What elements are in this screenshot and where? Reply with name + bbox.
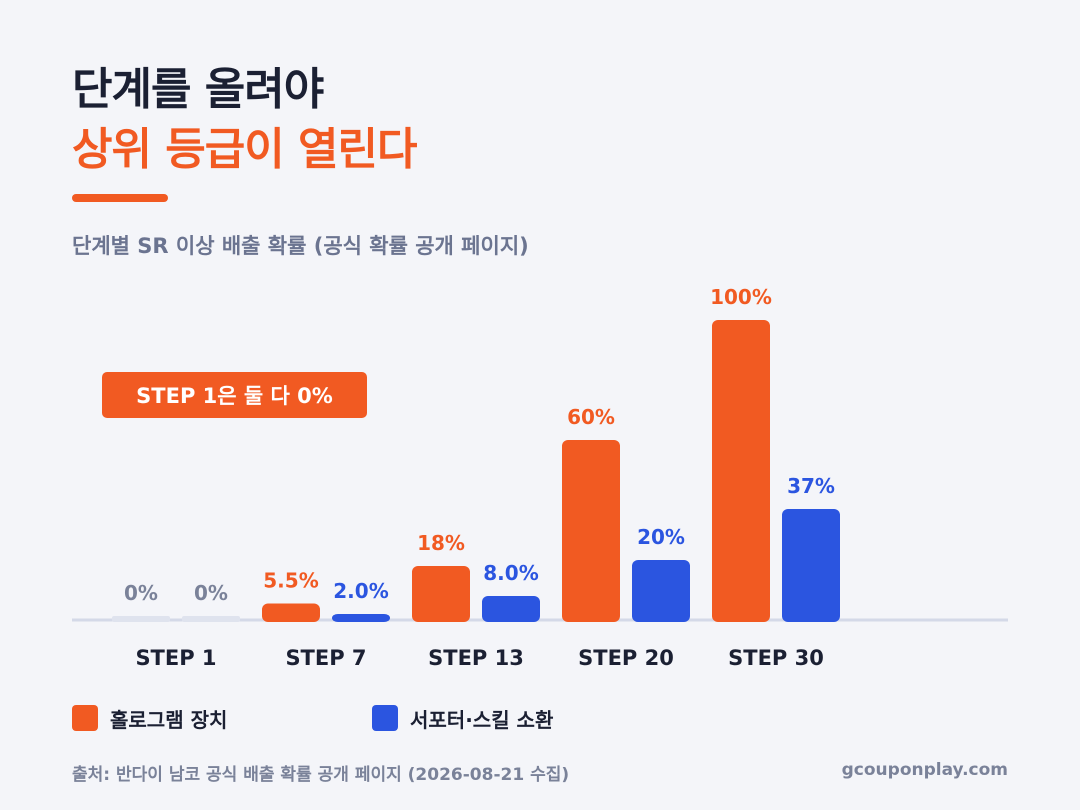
data-label-series-b-3: 8.0% [483, 561, 538, 585]
x-tick-label-1: STEP 1 [135, 646, 216, 670]
bar-series-a-1 [112, 616, 170, 622]
bar-series-a-5 [712, 320, 770, 622]
legend-label-series-a: 홀로그램 장치 [110, 707, 228, 732]
bar-series-a-2 [262, 603, 320, 622]
bar-series-b-1 [182, 616, 240, 622]
data-label-series-a-3: 18% [417, 531, 465, 555]
bar-series-a-4 [562, 440, 620, 622]
bar-series-b-2 [332, 614, 390, 622]
legend-swatch-series-b [372, 705, 398, 731]
data-label-series-b-2: 2.0% [333, 579, 388, 603]
title-line-1: 단계를 올려야 [72, 64, 324, 115]
chart-subtitle: 단계별 SR 이상 배출 확률 (공식 확률 공개 페이지) [72, 234, 529, 258]
legend-swatch-series-a [72, 705, 98, 731]
title-accent-bar [72, 194, 168, 202]
source-note: 출처: 반다이 남코 공식 배출 확률 공개 페이지 (2026-08-21 수… [72, 765, 570, 785]
x-tick-label-3: STEP 13 [428, 646, 524, 670]
data-label-series-a-2: 5.5% [263, 569, 318, 593]
data-label-series-a-1: 0% [124, 581, 158, 605]
bar-series-b-4 [632, 560, 690, 622]
legend-item-series-a: 홀로그램 장치 [72, 704, 227, 732]
x-tick-label-4: STEP 20 [578, 646, 674, 670]
bar-series-b-5 [782, 509, 840, 622]
data-label-series-b-5: 37% [787, 474, 835, 498]
x-tick-label-5: STEP 30 [728, 646, 824, 670]
legend-item-series-b: 서포터·스킬 소환 [372, 704, 553, 732]
bar-series-b-3 [482, 596, 540, 622]
data-label-series-a-4: 60% [567, 405, 615, 429]
site-credit: gcouponplay.com [841, 760, 1008, 780]
title-line-2: 상위 등급이 열린다 [72, 124, 417, 175]
data-label-series-b-4: 20% [637, 525, 685, 549]
legend-label-series-b: 서포터·스킬 소환 [410, 707, 554, 732]
bar-chart: 0% 0% STEP 1 5.5% 2.0% STEP 7 18% 8.0% STEP 13 60… [72, 285, 1008, 670]
data-label-series-b-1: 0% [194, 581, 228, 605]
callout-badge: STEP 1은 둘 다 0% [102, 372, 367, 418]
data-label-series-a-5: 100% [710, 285, 772, 309]
bar-series-a-3 [412, 566, 470, 622]
x-tick-label-2: STEP 7 [285, 646, 366, 670]
